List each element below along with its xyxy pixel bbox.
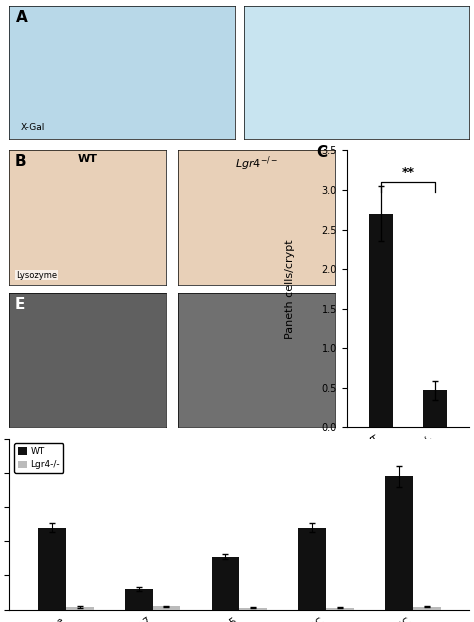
Text: Lysozyme: Lysozyme xyxy=(16,271,57,279)
Text: X-Gal: X-Gal xyxy=(21,123,45,132)
Bar xyxy=(298,527,326,610)
Y-axis label: Paneth cells/crypt: Paneth cells/crypt xyxy=(285,239,295,339)
Bar xyxy=(239,608,267,610)
Text: **: ** xyxy=(401,166,414,179)
Text: E: E xyxy=(14,297,25,312)
Legend: WT, Lgr4-/-: WT, Lgr4-/- xyxy=(14,443,64,473)
Text: $Lgr4^{-/-}$: $Lgr4^{-/-}$ xyxy=(235,154,278,173)
Text: B: B xyxy=(14,154,26,169)
Bar xyxy=(66,607,94,610)
Bar xyxy=(326,608,354,610)
Text: A: A xyxy=(16,10,28,26)
Bar xyxy=(125,589,153,610)
Text: C: C xyxy=(316,145,327,160)
Bar xyxy=(153,606,181,610)
Bar xyxy=(211,557,239,610)
Bar xyxy=(423,390,447,427)
Bar xyxy=(385,476,413,610)
Bar xyxy=(413,607,441,610)
Bar xyxy=(38,527,66,610)
Text: WT: WT xyxy=(78,154,98,164)
Bar xyxy=(369,214,393,427)
